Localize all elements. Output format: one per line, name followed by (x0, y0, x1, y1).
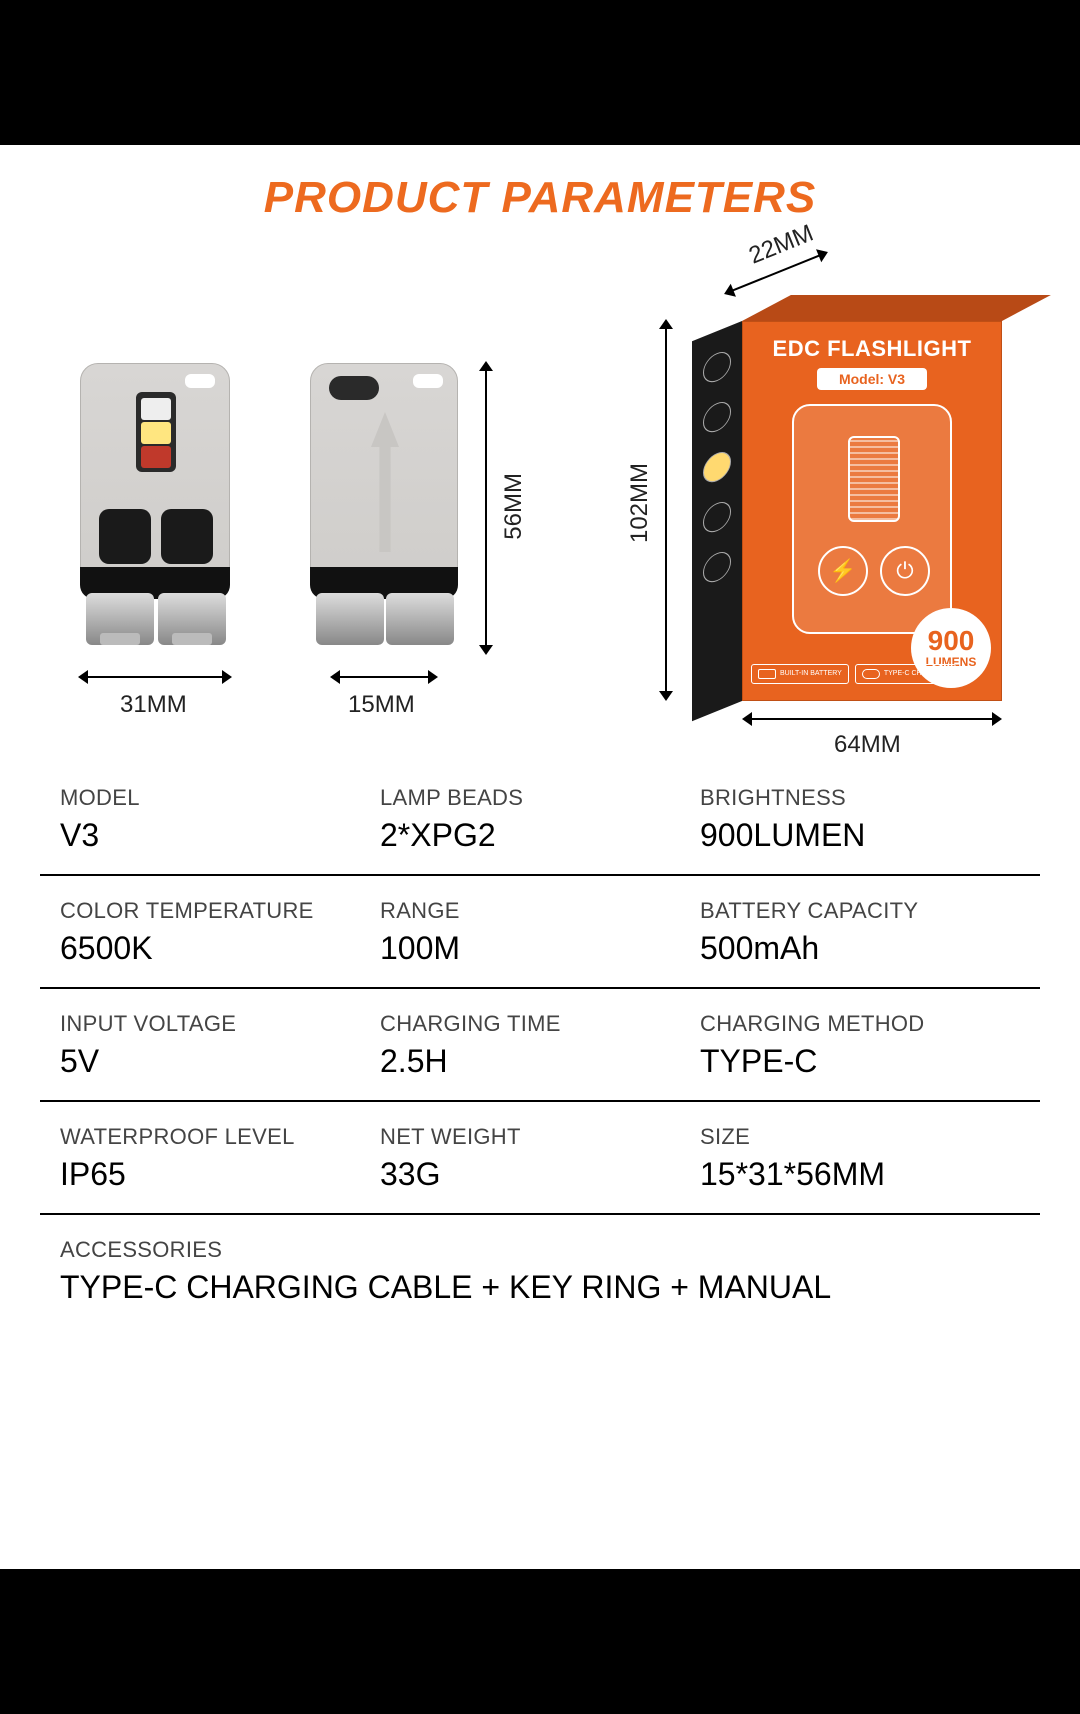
package-title: EDC FLASHLIGHT (743, 336, 1001, 362)
package-box-side (692, 321, 742, 721)
flashlight-front-view (80, 363, 230, 653)
spec-label: RANGE (380, 898, 700, 924)
usb-port-icon (329, 376, 379, 400)
spec-row: COLOR TEMPERATURE 6500KRANGE 100MBATTERY C… (40, 876, 1040, 989)
battery-badge-text: BUILT-IN BATTERY (780, 670, 842, 678)
spec-cell: SIZE 15*31*56MM (700, 1124, 1020, 1193)
lens-right (158, 593, 226, 645)
led-yellow (141, 422, 171, 444)
dimension-label-front-width: 31MM (120, 691, 187, 719)
spec-cell: BATTERY CAPACITY 500mAh (700, 898, 1020, 967)
side-feature-icon (703, 447, 731, 486)
led-white (141, 398, 171, 420)
package-power-icon: ⏻ (880, 546, 930, 596)
dimension-label-box-height: 102MM (626, 463, 654, 543)
spec-cell: INPUT VOLTAGE 5V (60, 1011, 380, 1080)
power-button-icon (161, 509, 213, 564)
keyring-hole-back (413, 374, 443, 388)
spec-cell: CHARGING METHOD TYPE-C (700, 1011, 1020, 1080)
spec-value: 33G (380, 1156, 700, 1193)
spec-cell: LAMP BEADS 2*XPG2 (380, 785, 700, 854)
battery-icon (758, 669, 776, 679)
dimension-label-box-width: 64MM (834, 731, 901, 759)
typec-badge-text: TYPE-C CHARGING (884, 670, 949, 678)
spec-label: LAMP BEADS (380, 785, 700, 811)
spec-row: ACCESSORIES TYPE-C CHARGING CABLE + KEY R… (40, 1215, 1040, 1326)
lumens-number: 900 (928, 627, 975, 655)
spec-value: IP65 (60, 1156, 380, 1193)
dimension-arrow-front-width (78, 667, 232, 687)
spec-row: INPUT VOLTAGE 5VCHARGING TIME 2.5HCHARGING… (40, 989, 1040, 1102)
spec-value: 100M (380, 930, 700, 967)
typec-icon (862, 669, 880, 679)
spec-value: 2*XPG2 (380, 817, 700, 854)
spec-cell: RANGE 100M (380, 898, 700, 967)
package-footer-badges: BUILT-IN BATTERY TYPE-C CHARGING (751, 664, 956, 684)
spec-cell: BRIGHTNESS 900LUMEN (700, 785, 1020, 854)
typec-badge: TYPE-C CHARGING (855, 664, 956, 684)
battery-badge: BUILT-IN BATTERY (751, 664, 849, 684)
side-feature-icon (703, 347, 731, 386)
package-led-window-icon (848, 436, 900, 522)
package-box-top (742, 295, 1051, 321)
spec-cell: ACCESSORIES TYPE-C CHARGING CABLE + KEY R… (60, 1237, 1020, 1306)
mode-button-icon (99, 509, 151, 564)
lens-left (86, 593, 154, 645)
spec-label: MODEL (60, 785, 380, 811)
spec-label: BRIGHTNESS (700, 785, 1020, 811)
lens-left-back (316, 593, 384, 645)
spec-cell: CHARGING TIME 2.5H (380, 1011, 700, 1080)
spec-label: COLOR TEMPERATURE (60, 898, 380, 924)
spec-value: 15*31*56MM (700, 1156, 1020, 1193)
side-feature-icon (703, 547, 731, 586)
spec-label: SIZE (700, 1124, 1020, 1150)
spec-cell: WATERPROOF LEVEL IP65 (60, 1124, 380, 1193)
page-title: PRODUCT PARAMETERS (0, 173, 1080, 223)
dimension-arrow-box-height (656, 319, 676, 701)
flashlight-back-view (310, 363, 458, 653)
spec-value: 6500K (60, 930, 380, 967)
package-mode-icon: ⚡ (818, 546, 868, 596)
spec-cell: COLOR TEMPERATURE 6500K (60, 898, 380, 967)
dimension-label-height: 56MM (500, 473, 528, 540)
spec-label: WATERPROOF LEVEL (60, 1124, 380, 1150)
keyring-hole (185, 374, 215, 388)
lens-right-back (386, 593, 454, 645)
spec-label: NET WEIGHT (380, 1124, 700, 1150)
dimension-label-side-width: 15MM (348, 691, 415, 719)
spec-table: MODEL V3LAMP BEADS 2*XPG2BRIGHTNESS 900LUME… (40, 763, 1040, 1326)
package-box-front: EDC FLASHLIGHT Model: V3 ⚡ ⏻ 900 LUMENS … (742, 321, 1002, 701)
side-feature-icon (703, 397, 731, 436)
package-model-badge: Model: V3 (817, 368, 927, 390)
arrow-relief-icon (371, 412, 399, 552)
flashlight-body (80, 363, 230, 593)
product-diagram-row: 31MM 15MM 56MM (0, 253, 1080, 733)
spec-value: 2.5H (380, 1043, 700, 1080)
spec-value: TYPE-C CHARGING CABLE + KEY RING + MANUA… (60, 1269, 1020, 1306)
spec-label: CHARGING METHOD (700, 1011, 1020, 1037)
spec-label: INPUT VOLTAGE (60, 1011, 380, 1037)
dimension-arrow-side-width (330, 667, 438, 687)
spec-row: WATERPROOF LEVEL IP65NET WEIGHT 33GSIZE 15*… (40, 1102, 1040, 1215)
side-feature-icon (703, 497, 731, 536)
dimension-arrow-box-width (742, 709, 1002, 729)
package-product-outline: ⚡ ⏻ (792, 404, 952, 634)
spec-value: 5V (60, 1043, 380, 1080)
spec-value: 900LUMEN (700, 817, 1020, 854)
dimension-arrow-height (476, 361, 496, 655)
infographic-page: PRODUCT PARAMETERS 31MM (0, 145, 1080, 1569)
led-red (141, 446, 171, 468)
spec-value: 500mAh (700, 930, 1020, 967)
spec-cell: NET WEIGHT 33G (380, 1124, 700, 1193)
spec-label: ACCESSORIES (60, 1237, 1020, 1263)
spec-value: TYPE-C (700, 1043, 1020, 1080)
spec-value: V3 (60, 817, 380, 854)
spec-label: CHARGING TIME (380, 1011, 700, 1037)
spec-cell: MODEL V3 (60, 785, 380, 854)
spec-label: BATTERY CAPACITY (700, 898, 1020, 924)
flashlight-back-body (310, 363, 458, 593)
spec-row: MODEL V3LAMP BEADS 2*XPG2BRIGHTNESS 900LUME… (40, 763, 1040, 876)
package-box: EDC FLASHLIGHT Model: V3 ⚡ ⏻ 900 LUMENS … (692, 321, 1002, 701)
